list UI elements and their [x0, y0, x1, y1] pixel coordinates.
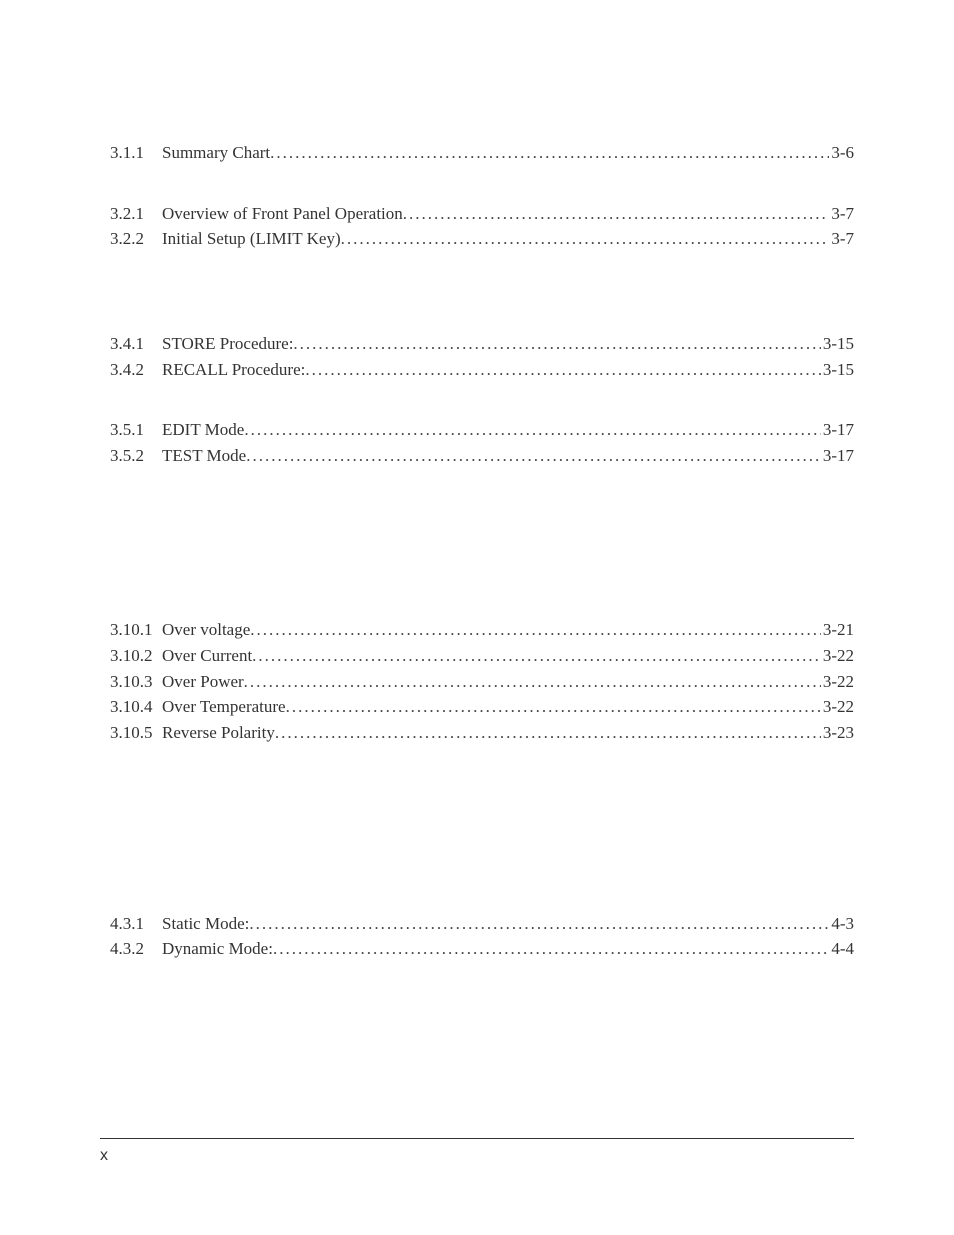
- toc-entry-title: Over Current: [162, 644, 252, 669]
- page-footer: x: [100, 1138, 854, 1165]
- toc-entry-page: 3-17: [821, 444, 854, 469]
- toc-entry-page: 4-4: [829, 937, 854, 962]
- toc-leader-dots: [293, 332, 820, 357]
- toc-leader-dots: [305, 358, 820, 383]
- toc-entry-number: 4.3.2: [110, 937, 162, 962]
- toc-entry-title: Summary Chart: [162, 141, 270, 166]
- toc-entry-number: 3.10.2: [110, 644, 162, 669]
- toc-spacer: [100, 313, 854, 331]
- toc-entry-number: 3.5.2: [110, 444, 162, 469]
- toc-entry-page: 3-17: [821, 418, 854, 443]
- toc-entry-page: 3-7: [829, 227, 854, 252]
- page: 3.1.1Summary Chart 3-6 3.2.1Overview of Fr…: [0, 0, 954, 1235]
- toc-leader-dots: [270, 141, 829, 166]
- toc-spacer: [100, 167, 854, 201]
- toc-entry-number: 3.1.1: [110, 141, 162, 166]
- toc-entry-title: Over voltage: [162, 618, 250, 643]
- toc-entry: 3.10.5Reverse Polarity 3-23: [100, 721, 854, 746]
- toc-entry: 3.2.2Initial Setup (LIMIT Key) 3-7: [100, 227, 854, 252]
- toc-entry-page: 3-15: [821, 358, 854, 383]
- toc-leader-dots: [341, 227, 830, 252]
- toc-leader-dots: [275, 721, 821, 746]
- toc-entry-number: 3.2.2: [110, 227, 162, 252]
- toc-entry-number: 3.2.1: [110, 202, 162, 227]
- toc-entry-page: 3-15: [821, 332, 854, 357]
- toc-entry-page: 3-6: [829, 141, 854, 166]
- toc-entry: 4.3.1Static Mode: 4-3: [100, 912, 854, 937]
- toc-spacer: [100, 469, 854, 599]
- toc-entry-title: EDIT Mode: [162, 418, 244, 443]
- toc-entry-title: TEST Mode: [162, 444, 246, 469]
- table-of-contents: 3.1.1Summary Chart 3-6 3.2.1Overview of Fr…: [100, 141, 854, 962]
- toc-entry-number: 3.4.2: [110, 358, 162, 383]
- toc-entry-page: 3-22: [821, 670, 854, 695]
- toc-entry-title: Over Power: [162, 670, 244, 695]
- toc-entry-page: 3-22: [821, 695, 854, 720]
- toc-entry-title: Overview of Front Panel Operation: [162, 202, 403, 227]
- toc-leader-dots: [273, 937, 829, 962]
- toc-spacer: [100, 383, 854, 417]
- toc-spacer: [100, 253, 854, 313]
- toc-leader-dots: [286, 695, 821, 720]
- toc-entry-number: 3.10.3: [110, 670, 162, 695]
- toc-leader-dots: [244, 418, 821, 443]
- toc-entry-title: Over Temperature: [162, 695, 286, 720]
- toc-entry: 3.4.1STORE Procedure: 3-15: [100, 332, 854, 357]
- toc-leader-dots: [403, 202, 830, 227]
- page-number: x: [100, 1147, 108, 1164]
- toc-leader-dots: [244, 670, 821, 695]
- toc-entry-page: 3-21: [821, 618, 854, 643]
- toc-leader-dots: [246, 444, 821, 469]
- toc-entry-number: 3.10.4: [110, 695, 162, 720]
- toc-entry: 3.4.2RECALL Procedure: 3-15: [100, 358, 854, 383]
- toc-entry-number: 3.4.1: [110, 332, 162, 357]
- toc-entry-number: 3.5.1: [110, 418, 162, 443]
- toc-entry-page: 3-23: [821, 721, 854, 746]
- toc-entry: 3.10.4Over Temperature 3-22: [100, 695, 854, 720]
- toc-entry: 3.5.2TEST Mode 3-17: [100, 444, 854, 469]
- toc-entry-title: Static Mode:: [162, 912, 249, 937]
- toc-entry: 4.3.2Dynamic Mode: 4-4: [100, 937, 854, 962]
- toc-entry-title: Initial Setup (LIMIT Key): [162, 227, 341, 252]
- toc-leader-dots: [249, 912, 829, 937]
- toc-spacer: [100, 599, 854, 617]
- toc-leader-dots: [252, 644, 821, 669]
- toc-entry-page: 3-22: [821, 644, 854, 669]
- toc-entry-title: Reverse Polarity: [162, 721, 275, 746]
- toc-entry-number: 3.10.5: [110, 721, 162, 746]
- toc-entry-page: 3-7: [829, 202, 854, 227]
- toc-leader-dots: [250, 618, 821, 643]
- toc-entry-title: Dynamic Mode:: [162, 937, 273, 962]
- toc-entry: 3.10.1Over voltage 3-21: [100, 618, 854, 643]
- toc-entry-number: 4.3.1: [110, 912, 162, 937]
- toc-entry-number: 3.10.1: [110, 618, 162, 643]
- toc-entry-page: 4-3: [829, 912, 854, 937]
- toc-entry: 3.10.3Over Power 3-22: [100, 670, 854, 695]
- toc-entry-title: RECALL Procedure:: [162, 358, 305, 383]
- toc-entry: 3.5.1EDIT Mode 3-17: [100, 418, 854, 443]
- toc-spacer: [100, 747, 854, 877]
- toc-entry-title: STORE Procedure:: [162, 332, 293, 357]
- toc-entry: 3.10.2Over Current 3-22: [100, 644, 854, 669]
- toc-entry: 3.2.1Overview of Front Panel Operation 3-…: [100, 202, 854, 227]
- toc-spacer: [100, 877, 854, 911]
- toc-entry: 3.1.1Summary Chart 3-6: [100, 141, 854, 166]
